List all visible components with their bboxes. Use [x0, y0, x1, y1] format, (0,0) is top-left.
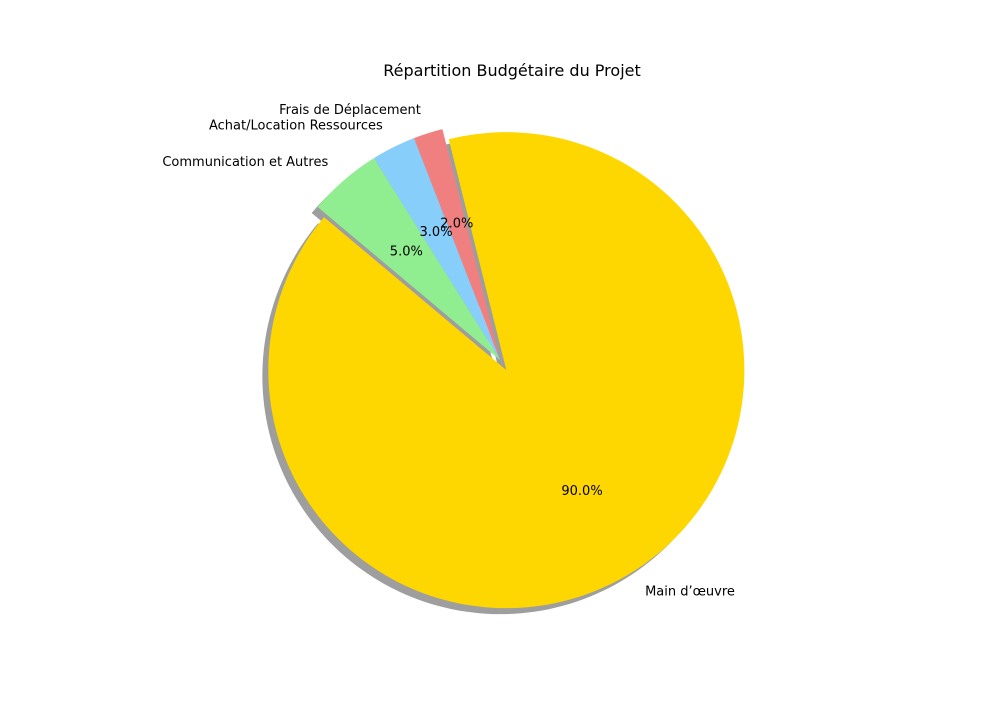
slice-label-achat-location-ressources: Achat/Location Ressources	[209, 118, 383, 133]
pie-slice-layer	[268, 129, 745, 609]
pie-slice-achat-location-ressources	[373, 138, 500, 360]
pie-slice-frais-de-deplacement	[413, 129, 500, 360]
slice-percent-communication-et-autres: 5.0%	[390, 245, 423, 260]
slice-label-main-d-oeuvre: Main d’œuvre	[645, 585, 735, 600]
pie-label-layer: Main d’œuvre 90.0% Frais de Déplacement 2.0…	[162, 103, 735, 600]
slice-label-communication-et-autres: Communication et Autres	[162, 155, 328, 170]
pie-slice-main-d-oeuvre	[268, 132, 745, 609]
pie-slice-communication-et-autres	[317, 158, 500, 360]
slice-percent-frais-de-deplacement: 2.0%	[440, 216, 473, 231]
slice-percent-main-d-oeuvre: 90.0%	[561, 484, 602, 499]
slice-percent-achat-location-ressources: 3.0%	[420, 225, 453, 240]
chart-title: Répartition Budgétaire du Projet	[383, 61, 641, 80]
slice-label-frais-de-deplacement: Frais de Déplacement	[279, 103, 421, 118]
